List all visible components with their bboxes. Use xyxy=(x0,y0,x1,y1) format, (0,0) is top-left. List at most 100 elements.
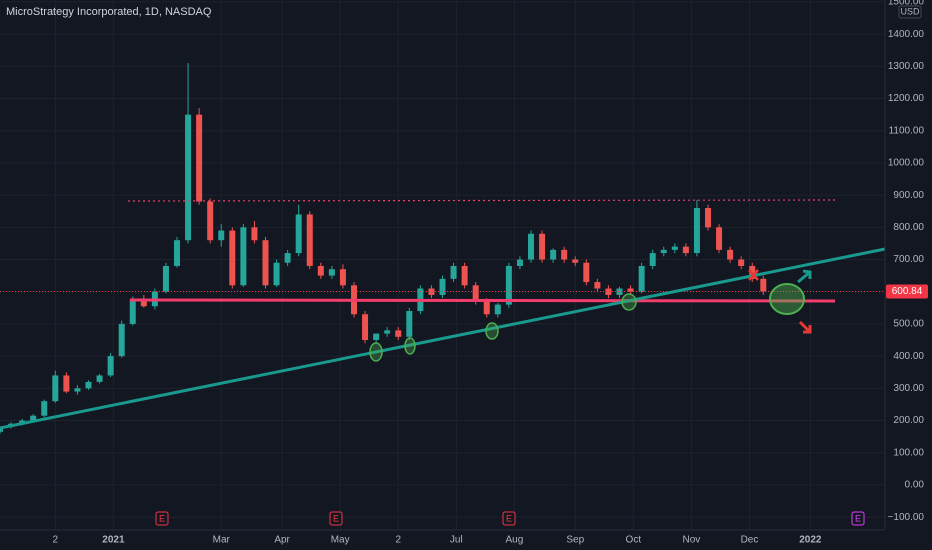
y-tick-label: 100.00 xyxy=(893,447,924,458)
candle-body xyxy=(494,304,501,315)
y-tick-label: 700.00 xyxy=(893,254,924,265)
candle-body xyxy=(384,330,391,334)
candle-body xyxy=(505,265,512,305)
candle-body xyxy=(162,265,169,292)
candle-body xyxy=(218,230,225,241)
y-tick-label: 500.00 xyxy=(893,319,924,330)
candle-body xyxy=(0,428,3,432)
x-tick-label: Jul xyxy=(450,535,463,546)
candle-body xyxy=(129,299,136,324)
candle-body xyxy=(174,240,180,266)
earnings-label: E xyxy=(333,513,339,523)
candle-body xyxy=(306,214,313,266)
candle-body xyxy=(63,375,70,392)
candle-body xyxy=(483,301,490,315)
currency-box xyxy=(898,5,922,19)
x-tick-label: Mar xyxy=(213,535,231,546)
candle-body xyxy=(30,415,37,421)
y-tick-label: 1200.00 xyxy=(888,93,925,104)
candle-body xyxy=(107,356,114,376)
touch-marker xyxy=(404,337,416,355)
y-tick-label: 1400.00 xyxy=(888,29,925,40)
earnings-label: E xyxy=(159,513,165,523)
trend-line xyxy=(0,247,886,430)
candle-body xyxy=(561,249,568,260)
candle-body xyxy=(682,246,689,254)
x-tick-label: May xyxy=(331,535,350,546)
candle-body xyxy=(52,375,59,402)
candle-body xyxy=(317,265,324,276)
currency-label: USD xyxy=(900,6,920,16)
y-tick-label: 1100.00 xyxy=(889,125,925,136)
earnings-label: E xyxy=(855,513,861,523)
candle-body xyxy=(760,278,767,292)
candle-body xyxy=(406,311,413,337)
chart-title: MicroStrategy Incorporated, 1D, NASDAQ xyxy=(6,6,212,18)
x-tick-label: Aug xyxy=(506,535,524,546)
candle-body xyxy=(572,259,579,263)
y-tick-label: 400.00 xyxy=(893,351,924,362)
candle-body xyxy=(727,249,734,260)
candle-body xyxy=(583,262,590,283)
candle-body xyxy=(262,240,269,286)
y-tick-label: 1500.00 xyxy=(888,0,925,8)
candle-body xyxy=(594,282,601,289)
candle-body xyxy=(705,208,711,228)
y-tick-label: 300.00 xyxy=(893,383,924,394)
candle-body xyxy=(671,246,678,250)
x-tick-label: 2 xyxy=(395,535,401,546)
candle-body xyxy=(85,381,92,389)
y-tick-label: −100.00 xyxy=(888,512,925,523)
break-marker xyxy=(748,269,759,281)
candle-body xyxy=(395,330,402,337)
candle-body xyxy=(461,265,468,286)
candle-body xyxy=(118,323,125,357)
x-tick-label: Nov xyxy=(683,535,701,546)
candle-body xyxy=(207,201,214,241)
drawings xyxy=(0,199,886,430)
candle-body xyxy=(74,388,81,392)
candle-body xyxy=(140,299,147,307)
x-tick-label: Oct xyxy=(626,535,642,546)
x-tick-label: Apr xyxy=(274,535,290,546)
candle-body xyxy=(472,285,479,302)
candle-body xyxy=(41,401,48,416)
x-tick-label: Sep xyxy=(566,535,584,546)
candle-body xyxy=(528,233,534,260)
candle-body xyxy=(550,249,557,260)
candle-body xyxy=(627,288,634,292)
x-tick-label: 2 xyxy=(53,535,59,546)
support-line xyxy=(129,298,836,303)
candle-body xyxy=(229,230,236,286)
earnings-label: E xyxy=(506,513,512,523)
y-tick-label: 200.00 xyxy=(893,415,924,426)
candle-body xyxy=(738,259,745,266)
candle-body xyxy=(251,227,258,241)
candle-body xyxy=(638,265,645,292)
y-tick-label: 1000.00 xyxy=(888,158,925,169)
earnings-marker xyxy=(851,511,865,526)
candle-body xyxy=(516,259,523,266)
target-marker xyxy=(769,283,805,315)
touch-marker xyxy=(621,293,637,311)
candle-body xyxy=(649,253,656,266)
candle-body xyxy=(716,227,723,250)
candle-body xyxy=(616,288,623,295)
candle-body xyxy=(605,288,612,295)
last-price-box xyxy=(886,284,928,299)
earnings-marker xyxy=(502,511,516,526)
candle-body xyxy=(450,265,457,279)
candle-body xyxy=(185,114,192,241)
y-tick-label: 1300.00 xyxy=(888,61,925,72)
candle-body xyxy=(240,227,247,286)
y-tick-label: 900.00 xyxy=(893,190,924,201)
axes: −100.00 0.00 100.00 200.00 300.00 400.00 500.0… xyxy=(53,0,928,546)
x-tick-label: 2022 xyxy=(799,535,822,546)
candle-body xyxy=(339,269,346,286)
touch-marker xyxy=(369,342,383,362)
candle-body xyxy=(273,262,280,286)
candle-body xyxy=(295,214,302,254)
candle-body xyxy=(539,233,546,260)
candle-body xyxy=(660,249,667,254)
